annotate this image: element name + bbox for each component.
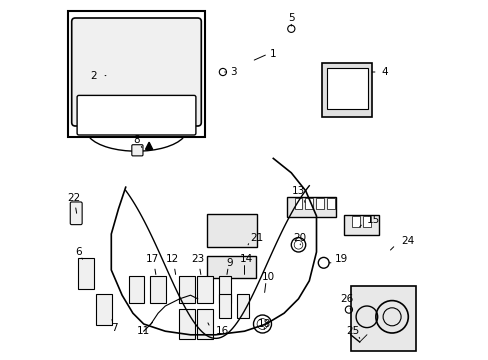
- Text: 24: 24: [400, 236, 413, 246]
- FancyBboxPatch shape: [321, 63, 371, 117]
- Text: 10: 10: [261, 272, 274, 282]
- FancyBboxPatch shape: [236, 294, 248, 318]
- Text: 3: 3: [230, 67, 236, 77]
- Text: 26: 26: [340, 294, 353, 304]
- Text: 14: 14: [239, 254, 252, 264]
- FancyBboxPatch shape: [351, 216, 359, 227]
- FancyBboxPatch shape: [128, 276, 144, 303]
- FancyBboxPatch shape: [218, 294, 230, 318]
- FancyBboxPatch shape: [294, 198, 302, 209]
- Polygon shape: [145, 142, 152, 149]
- Text: 1: 1: [269, 49, 276, 59]
- Text: 22: 22: [67, 193, 80, 203]
- FancyBboxPatch shape: [344, 215, 378, 235]
- FancyBboxPatch shape: [132, 145, 142, 156]
- Text: 17: 17: [146, 254, 159, 264]
- Text: 20: 20: [293, 233, 306, 243]
- FancyBboxPatch shape: [218, 276, 230, 303]
- Text: 13: 13: [291, 186, 305, 196]
- Text: 16: 16: [215, 326, 228, 336]
- FancyBboxPatch shape: [362, 216, 370, 227]
- FancyBboxPatch shape: [286, 197, 335, 217]
- FancyBboxPatch shape: [150, 276, 166, 303]
- FancyBboxPatch shape: [197, 276, 212, 303]
- FancyBboxPatch shape: [305, 198, 313, 209]
- FancyBboxPatch shape: [206, 214, 257, 247]
- FancyBboxPatch shape: [350, 286, 415, 351]
- FancyBboxPatch shape: [72, 18, 201, 126]
- FancyBboxPatch shape: [77, 95, 196, 135]
- Text: 19: 19: [334, 254, 347, 264]
- FancyBboxPatch shape: [78, 258, 94, 289]
- Text: 21: 21: [249, 233, 263, 243]
- FancyBboxPatch shape: [207, 256, 256, 278]
- FancyBboxPatch shape: [96, 294, 112, 325]
- Text: 2: 2: [90, 71, 97, 81]
- Text: 15: 15: [366, 215, 379, 225]
- Text: 8: 8: [133, 135, 140, 145]
- Text: 25: 25: [345, 326, 358, 336]
- Text: 18: 18: [257, 319, 270, 329]
- Text: 9: 9: [226, 258, 233, 268]
- Text: 4: 4: [381, 67, 387, 77]
- FancyBboxPatch shape: [179, 309, 194, 339]
- Text: 6: 6: [76, 247, 82, 257]
- FancyBboxPatch shape: [197, 309, 212, 339]
- Text: 23: 23: [191, 254, 204, 264]
- Text: 12: 12: [165, 254, 179, 264]
- FancyBboxPatch shape: [179, 276, 194, 303]
- FancyBboxPatch shape: [68, 11, 204, 137]
- Text: 11: 11: [137, 326, 150, 336]
- FancyBboxPatch shape: [326, 68, 367, 109]
- FancyBboxPatch shape: [326, 198, 334, 209]
- FancyBboxPatch shape: [70, 202, 82, 225]
- FancyBboxPatch shape: [316, 198, 324, 209]
- Text: 5: 5: [287, 13, 294, 23]
- Text: 7: 7: [111, 323, 118, 333]
